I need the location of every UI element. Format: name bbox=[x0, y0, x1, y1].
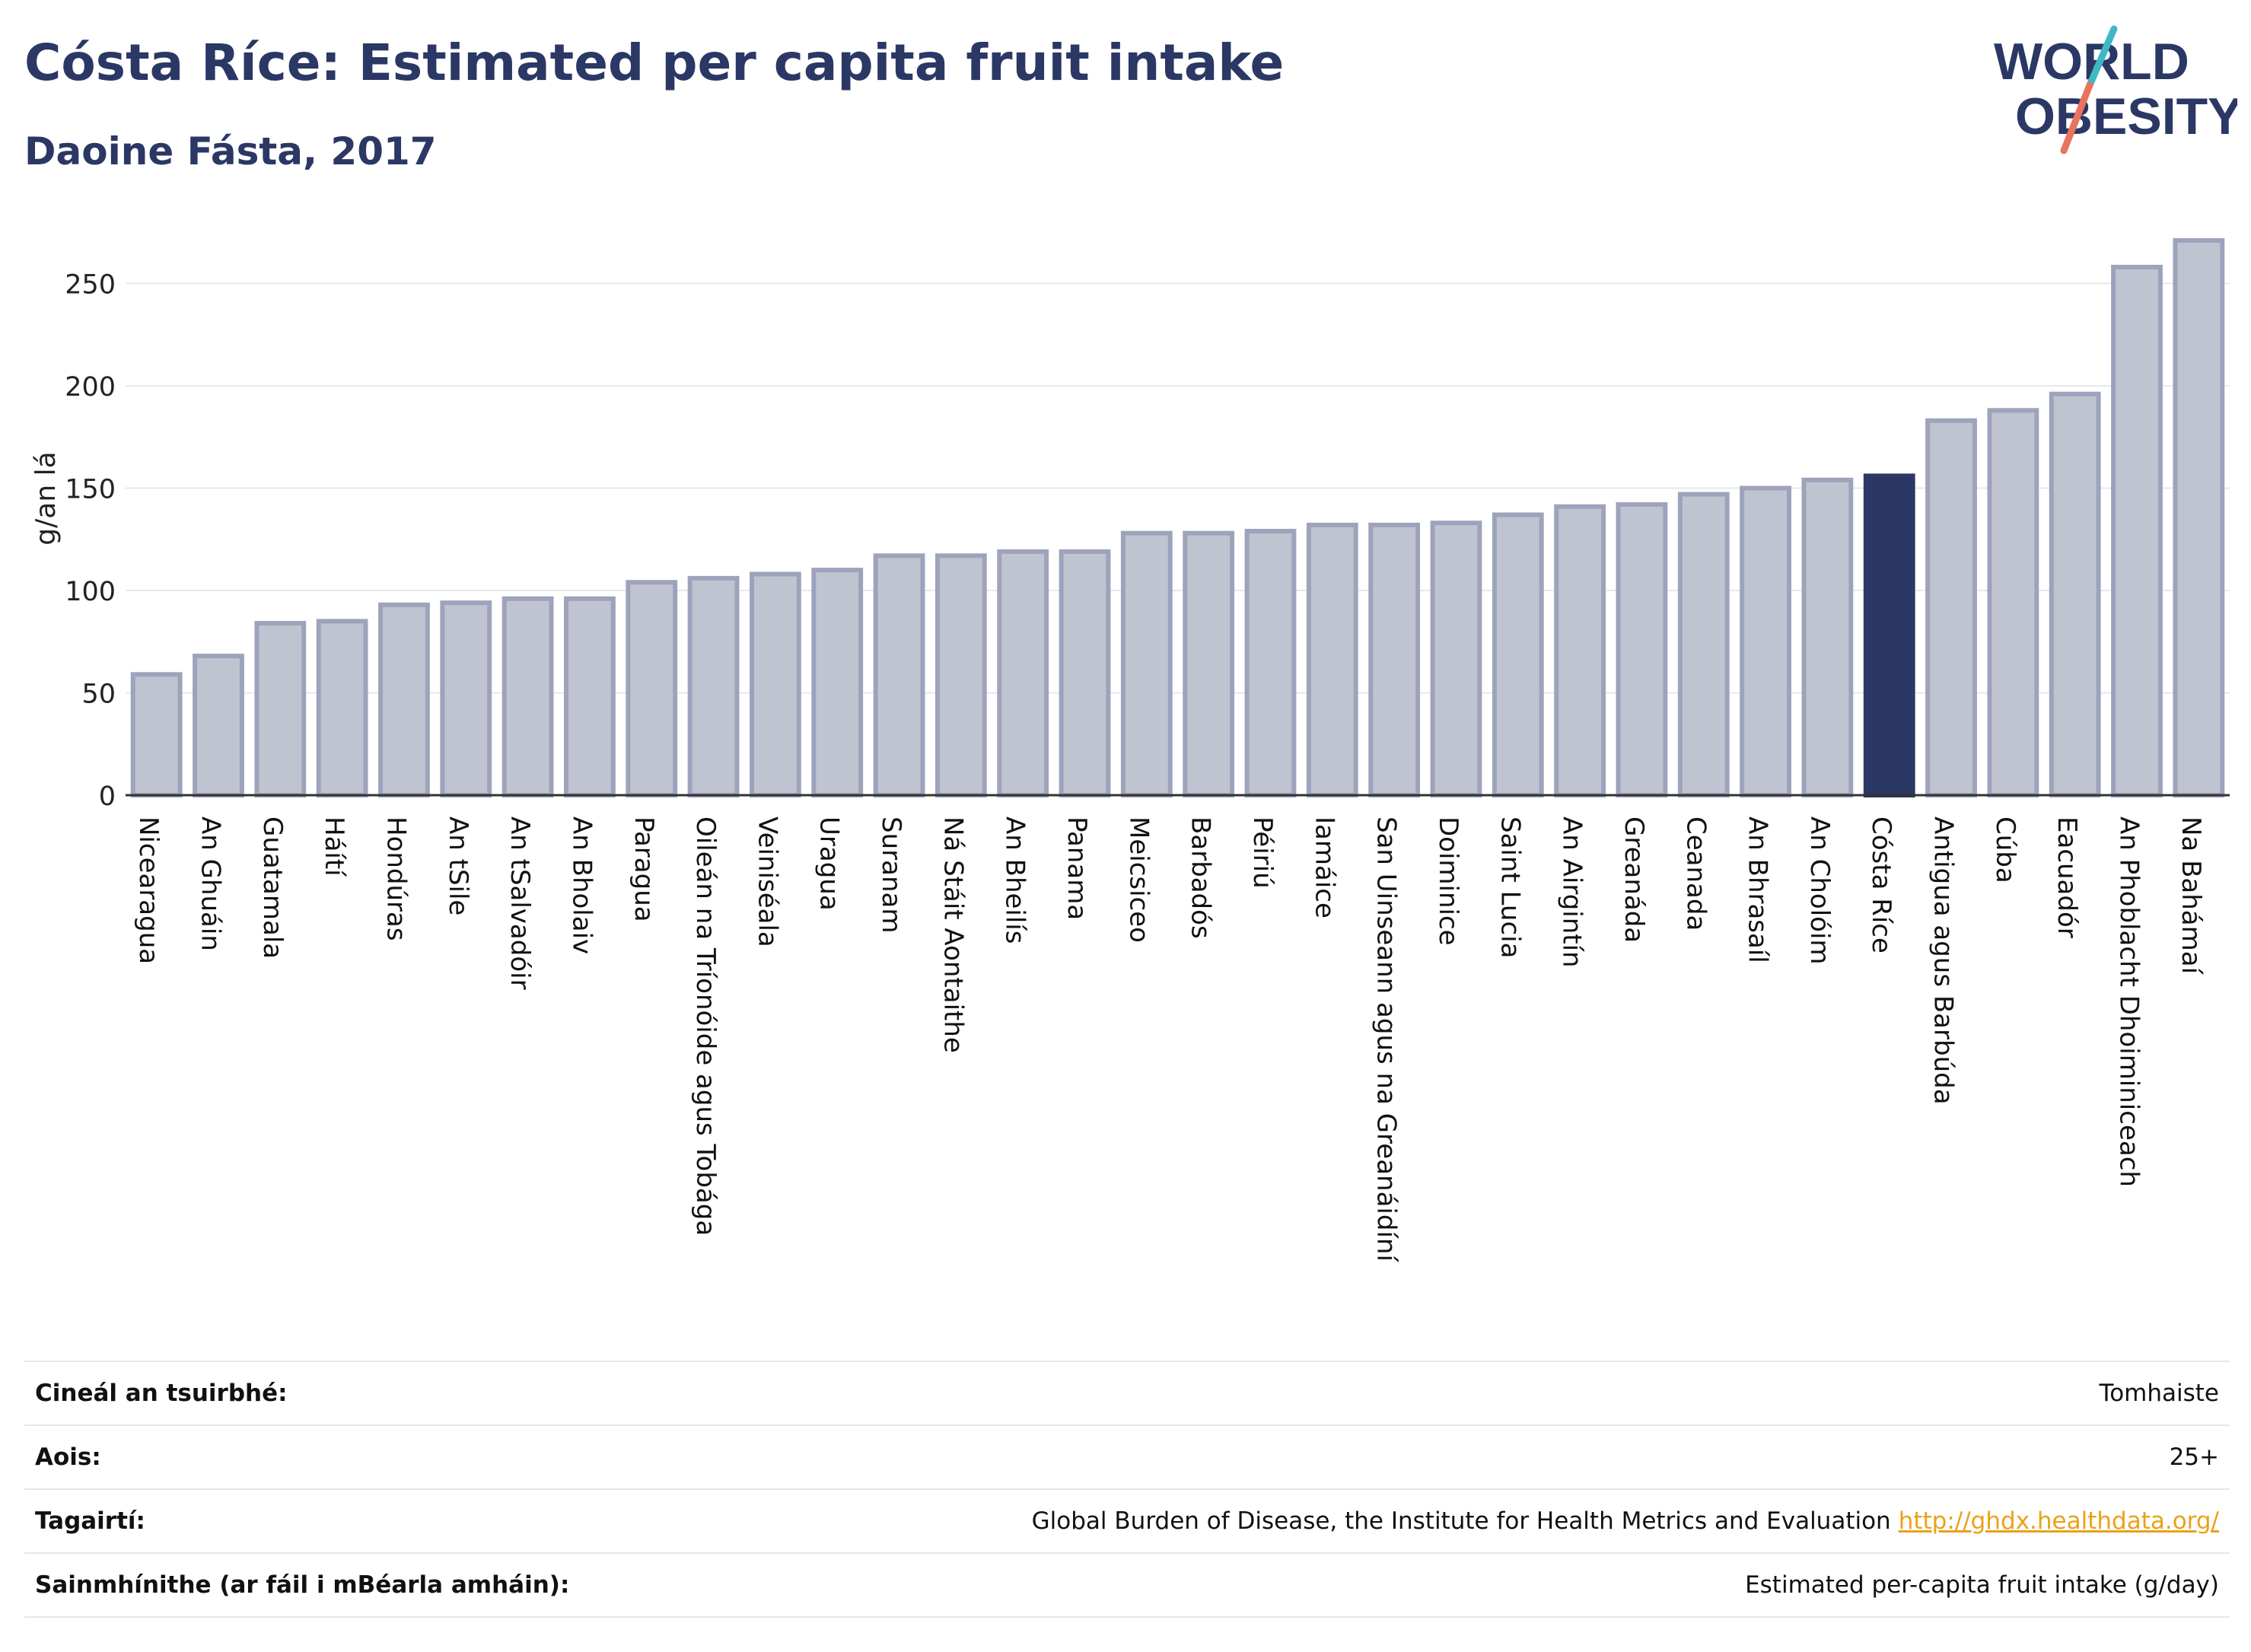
meta-value: 25+ bbox=[2169, 1444, 2219, 1471]
x-tick-label: Saint Lucia bbox=[1495, 816, 1525, 958]
chart-title: Cósta Ríce: Estimated per capita fruit i… bbox=[24, 33, 1285, 92]
bar bbox=[1863, 473, 1915, 797]
metadata-table: Cineál an tsuirbhé: Tomhaiste Aois: 25+ … bbox=[24, 1361, 2230, 1618]
bar bbox=[934, 553, 987, 798]
y-tick-label: 100 bbox=[65, 577, 116, 607]
meta-row-references: Tagairtí: Global Burden of Disease, the … bbox=[24, 1488, 2230, 1552]
x-tick-label: An Cholóim bbox=[1804, 816, 1835, 965]
y-tick-label: 250 bbox=[65, 270, 116, 301]
bar bbox=[1616, 502, 1668, 798]
bar bbox=[501, 596, 554, 797]
x-tick-label: Veiniséala bbox=[752, 816, 782, 947]
x-tick-label: An tSalvadóir bbox=[505, 816, 535, 990]
meta-value: Estimated per-capita fruit intake (g/day… bbox=[1745, 1571, 2219, 1599]
chart-subtitle: Daoine Fásta, 2017 bbox=[24, 129, 437, 173]
x-tick-label: An tSile bbox=[443, 816, 473, 915]
bar bbox=[749, 571, 801, 797]
bar bbox=[440, 600, 492, 798]
bar bbox=[1306, 522, 1358, 797]
logo-slash-teal bbox=[2086, 25, 2118, 89]
x-tick-label: Guatamala bbox=[257, 816, 288, 959]
x-tick-label: Suranam bbox=[876, 816, 906, 933]
x-tick-label: An Bhrasaíl bbox=[1743, 816, 1773, 963]
x-tick-label: Péiriú bbox=[1247, 816, 1278, 889]
x-tick-label: Cósta Ríce bbox=[1866, 816, 1896, 953]
bar bbox=[626, 580, 678, 797]
x-tick-label: Paragua bbox=[629, 816, 659, 922]
x-tick-label: Nicearagua bbox=[133, 816, 164, 964]
bar bbox=[873, 553, 925, 798]
meta-row-definitions: Sainmhínithe (ar fáil i mBéarla amháin):… bbox=[24, 1552, 2230, 1618]
bar bbox=[2173, 238, 2225, 797]
bar bbox=[316, 619, 368, 797]
x-tick-label: Oileán na Tríonóide agus Tobága bbox=[690, 816, 721, 1236]
bar bbox=[1925, 418, 1977, 797]
y-tick-label: 200 bbox=[65, 372, 116, 403]
meta-value-references: Global Burden of Disease, the Institute … bbox=[1032, 1507, 2230, 1535]
y-axis-label: g/an lá bbox=[30, 451, 62, 545]
x-tick-label: Háítí bbox=[319, 816, 349, 877]
reference-text: Global Burden of Disease, the Institute … bbox=[1031, 1507, 1891, 1535]
meta-label: Aois: bbox=[35, 1444, 101, 1471]
bar bbox=[1801, 477, 1854, 797]
meta-row-survey-type: Cineál an tsuirbhé: Tomhaiste bbox=[24, 1361, 2230, 1424]
x-tick-label: Ná Stáit Aontaithe bbox=[938, 816, 968, 1053]
y-tick-label: 150 bbox=[65, 475, 116, 505]
bar bbox=[1554, 504, 1606, 798]
y-tick-label: 0 bbox=[99, 781, 116, 812]
bar bbox=[1677, 492, 1730, 797]
bar bbox=[1368, 522, 1421, 797]
x-tick-label: Eacuadór bbox=[2052, 816, 2082, 938]
bar bbox=[811, 568, 864, 797]
bar bbox=[1987, 408, 2039, 798]
bar bbox=[378, 602, 430, 798]
logo-word-obesity: OBESITY bbox=[2015, 88, 2237, 145]
x-tick-label: An Airgintín bbox=[1557, 816, 1587, 968]
bar bbox=[1120, 530, 1173, 797]
meta-label: Tagairtí: bbox=[35, 1507, 145, 1535]
x-tick-label: Ceanada bbox=[1680, 816, 1711, 931]
reference-link[interactable]: http://ghdx.healthdata.org/ bbox=[1898, 1507, 2219, 1535]
x-tick-label: San Uinseann agus na Greanáidíní bbox=[1371, 816, 1402, 1262]
bar bbox=[564, 596, 616, 797]
x-tick-label: An Phoblacht Dhoiminiceach bbox=[2114, 816, 2144, 1187]
x-tick-label: Antigua agus Barbúda bbox=[1928, 816, 1959, 1105]
x-tick-label: Na Bahámaí bbox=[2176, 816, 2206, 976]
bar bbox=[1430, 520, 1482, 797]
x-tick-label: Hondúras bbox=[380, 816, 411, 941]
x-tick-label: Panama bbox=[1062, 816, 1092, 920]
x-tick-label: An Ghuáin bbox=[195, 816, 225, 951]
bar bbox=[1244, 528, 1297, 797]
x-tick-label: Barbadós bbox=[1186, 816, 1216, 939]
bar bbox=[193, 654, 244, 798]
bar bbox=[1183, 530, 1235, 797]
x-tick-label: An Bholaiv bbox=[566, 816, 597, 954]
bar bbox=[1059, 549, 1111, 797]
logo-slash-coral bbox=[2060, 81, 2093, 154]
x-tick-label: Uragua bbox=[814, 816, 845, 911]
bar bbox=[1492, 512, 1544, 797]
meta-row-age: Aois: 25+ bbox=[24, 1424, 2230, 1488]
x-tick-label: Iamáice bbox=[1309, 816, 1339, 918]
bar bbox=[254, 621, 307, 797]
bar-chart: 0 50 100 150 200 250 g/an lá Nicearagua An Ghuái… bbox=[30, 238, 2230, 1262]
meta-label: Cineál an tsuirbhé: bbox=[35, 1380, 288, 1407]
bar bbox=[687, 575, 740, 797]
world-obesity-logo: WORLD OBESITY bbox=[1994, 25, 2237, 154]
meta-label: Sainmhínithe (ar fáil i mBéarla amháin): bbox=[35, 1571, 570, 1599]
bar bbox=[2111, 264, 2163, 798]
bar bbox=[2049, 391, 2101, 797]
x-tick-label: Meicsiceo bbox=[1123, 816, 1154, 943]
x-tick-label: Doiminice bbox=[1433, 816, 1463, 946]
x-tick-label: An Bheilís bbox=[1000, 816, 1030, 944]
bar bbox=[1740, 485, 1791, 797]
bar bbox=[997, 549, 1049, 797]
x-tick-label: Cúba bbox=[1990, 816, 2020, 883]
y-tick-label: 50 bbox=[81, 680, 116, 710]
x-tick-label: Greanáda bbox=[1619, 816, 1649, 943]
bar bbox=[130, 672, 183, 797]
meta-value: Tomhaiste bbox=[2099, 1380, 2219, 1407]
